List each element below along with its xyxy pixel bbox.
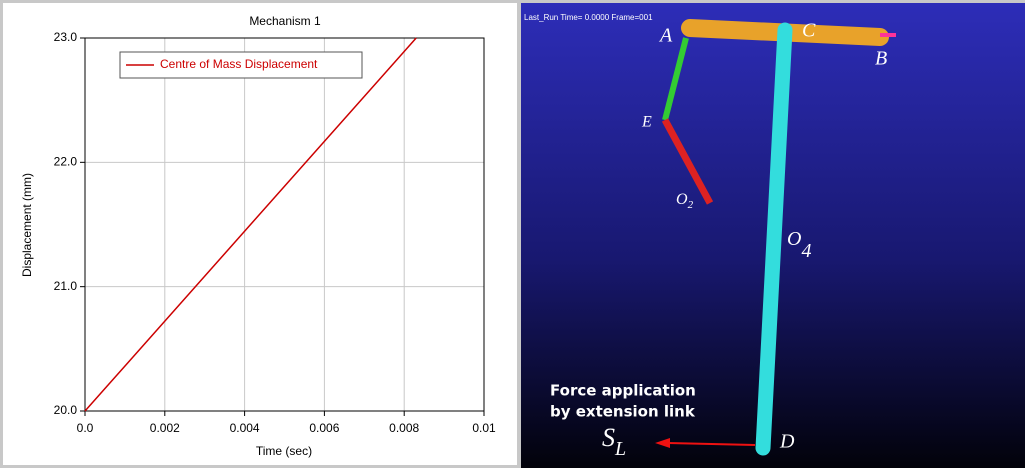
y-tick-label: 21.0	[54, 279, 78, 293]
x-tick-label: 0.008	[389, 421, 419, 435]
run-header: Last_Run Time= 0.0000 Frame=001	[524, 13, 653, 22]
legend-box	[119, 51, 363, 79]
force-arrow	[667, 442, 756, 446]
legend-label: Centre of Mass Displacement	[160, 57, 318, 71]
chart-panel	[3, 3, 517, 465]
link-eo2	[661, 118, 714, 205]
scene: Last_Run Time= 0.0000 Frame=001 A C B E …	[524, 13, 896, 460]
x-tick-label: 0.01	[472, 421, 496, 435]
y-axis-label: Displacement (mm)	[20, 173, 34, 277]
series-line	[84, 37, 417, 412]
plot-frame	[84, 37, 485, 412]
y-tick-label: 20.0	[54, 403, 78, 417]
point-label: D	[779, 431, 795, 453]
link-ae	[662, 37, 689, 121]
x-tick-label: 0.004	[230, 421, 260, 435]
point-label: A	[658, 25, 673, 47]
point-label: B	[875, 48, 887, 70]
y-tick-label: 23.0	[54, 30, 78, 44]
annotation: Force application	[550, 382, 696, 400]
x-axis-label: Time (sec)	[256, 444, 312, 458]
point-label: O2	[676, 191, 694, 211]
label-main: O	[787, 228, 801, 250]
point-label: O4	[787, 228, 811, 262]
x-tick-label: 0.0	[77, 421, 94, 435]
x-tick-label: 0.006	[309, 421, 339, 435]
arrow-head	[655, 438, 670, 448]
label-main: O	[676, 191, 688, 208]
chart-title: Mechanism 1	[249, 14, 321, 28]
chart: Mechanism 1 Time (sec) Displacement (mm)…	[20, 14, 496, 458]
point-label: C	[802, 20, 816, 42]
annotation: by extension link	[550, 403, 696, 421]
x-tick-label: 0.002	[150, 421, 180, 435]
point-label: SL	[602, 423, 626, 460]
label-sub: L	[614, 438, 626, 460]
point-label: E	[641, 114, 652, 131]
y-tick-label: 22.0	[54, 155, 78, 169]
label-sub: 4	[801, 240, 811, 262]
label-sub: 2	[688, 199, 694, 211]
label-main: S	[602, 423, 615, 452]
link-cd	[755, 22, 793, 456]
